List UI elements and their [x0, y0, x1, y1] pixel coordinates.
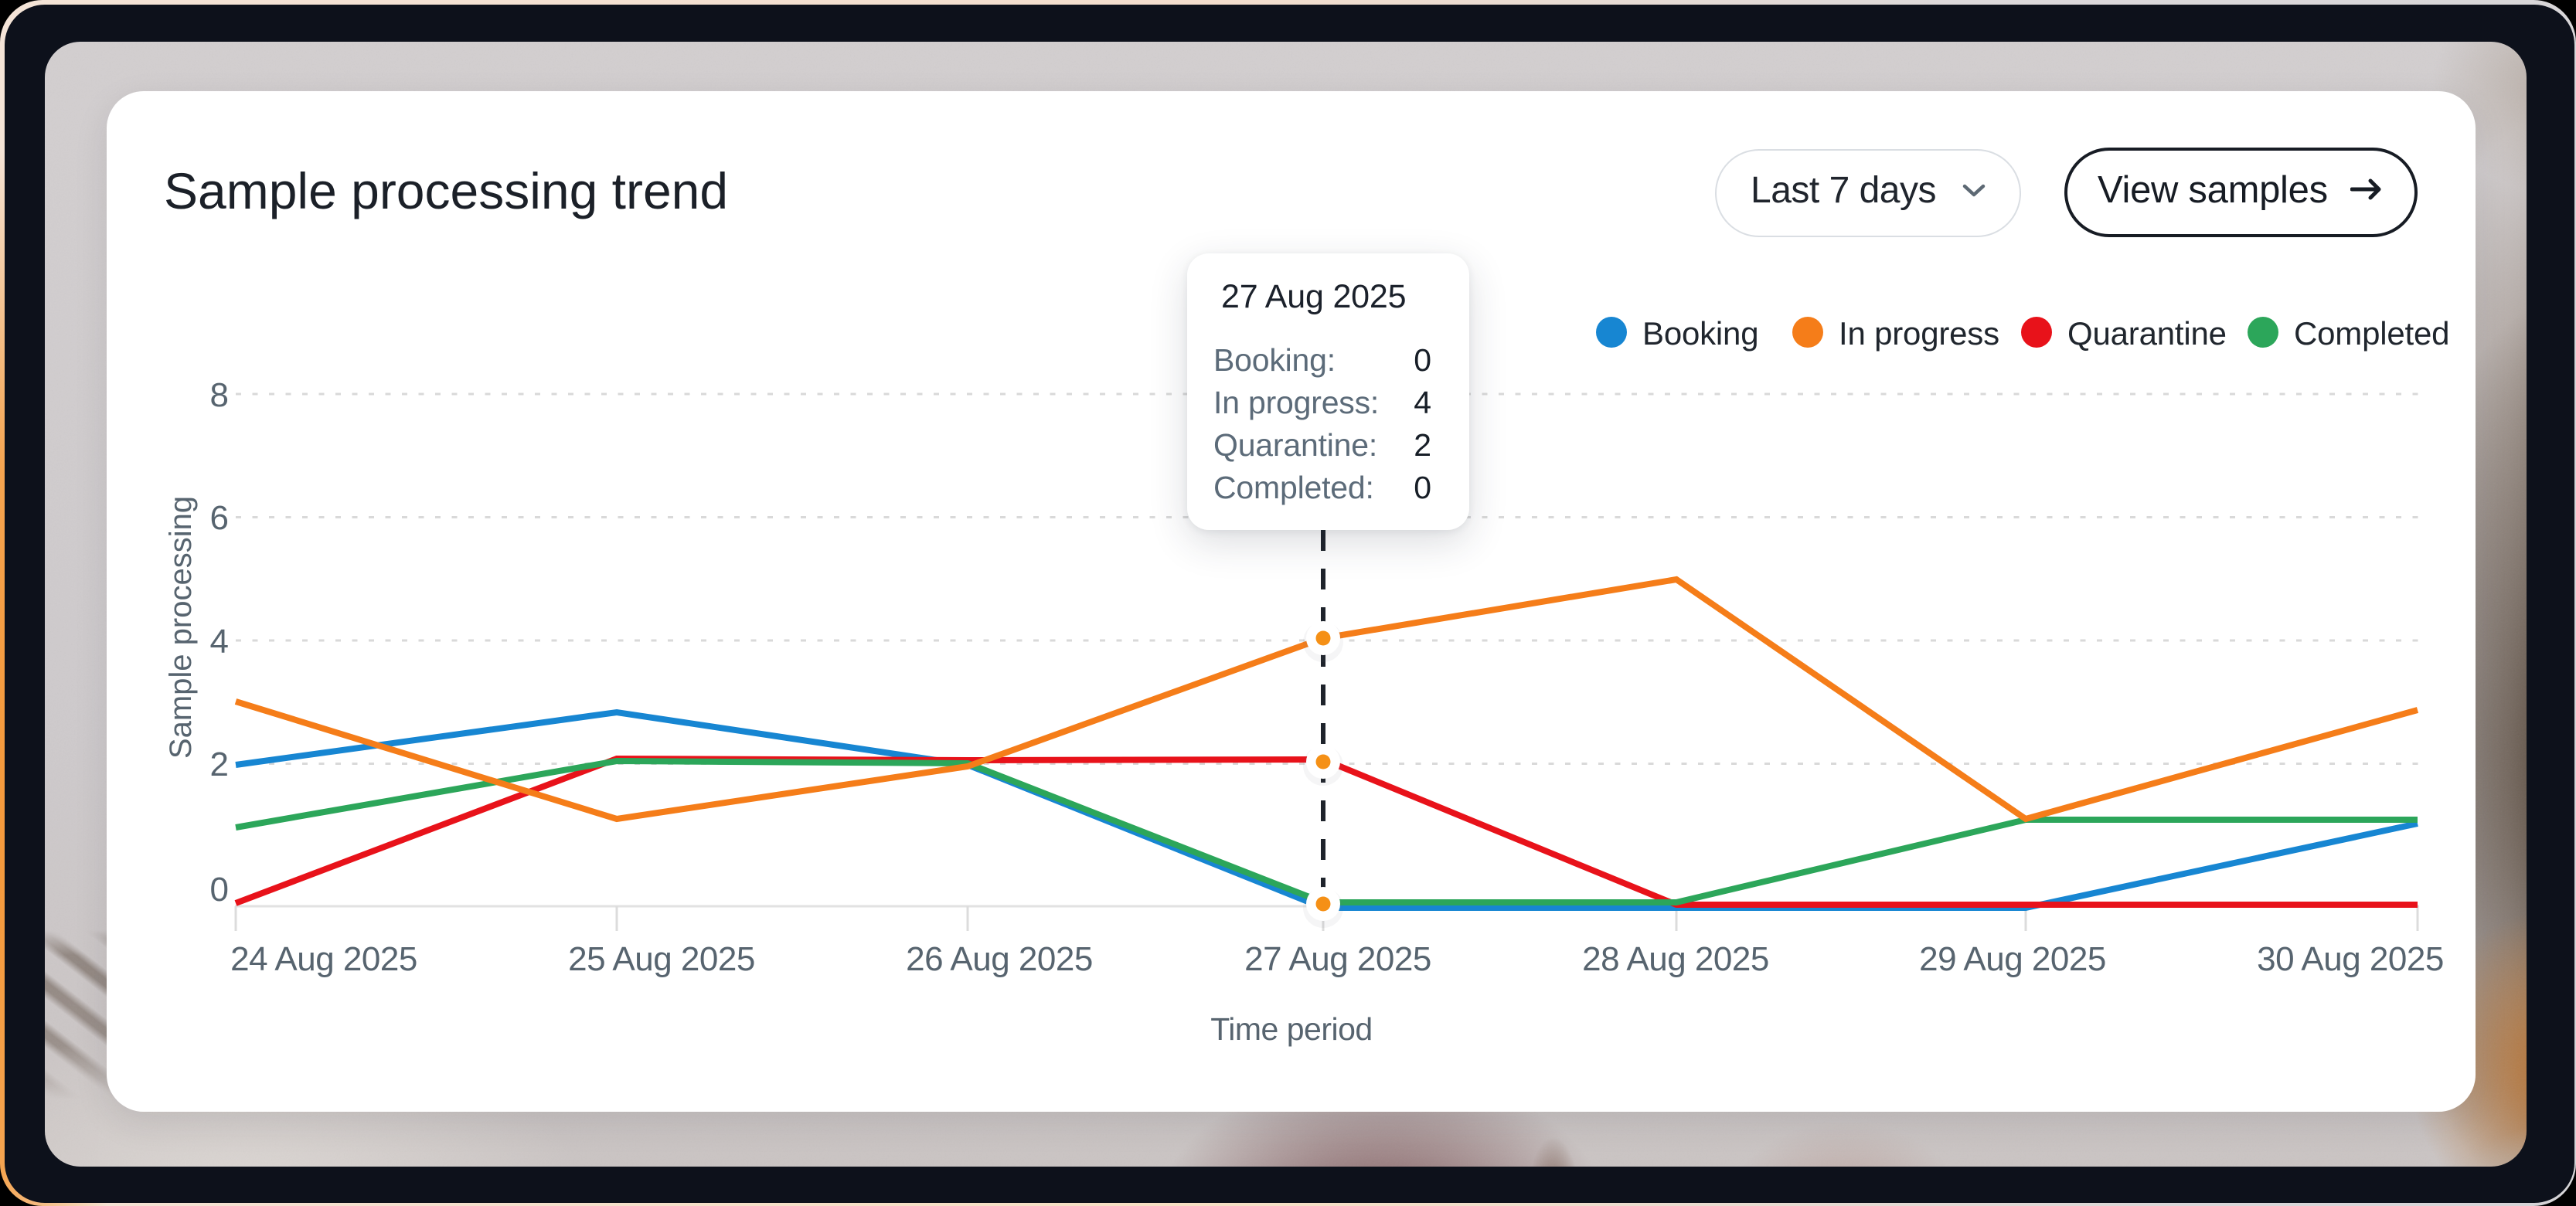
svg-text:Time period: Time period: [1210, 1011, 1372, 1047]
svg-text:24 Aug 2025: 24 Aug 2025: [230, 940, 417, 978]
svg-text:28 Aug 2025: 28 Aug 2025: [1582, 940, 1769, 978]
svg-text:0: 0: [210, 871, 229, 909]
svg-text:4: 4: [210, 623, 229, 661]
svg-text:Sample processing: Sample processing: [164, 496, 198, 759]
svg-text:2: 2: [210, 746, 229, 783]
svg-text:29 Aug 2025: 29 Aug 2025: [1919, 940, 2106, 978]
svg-text:25 Aug 2025: 25 Aug 2025: [568, 940, 755, 978]
svg-text:6: 6: [210, 499, 229, 537]
svg-text:8: 8: [210, 376, 229, 414]
svg-text:30 Aug 2025: 30 Aug 2025: [2257, 940, 2444, 978]
svg-text:26 Aug 2025: 26 Aug 2025: [906, 940, 1093, 978]
svg-text:27 Aug 2025: 27 Aug 2025: [1244, 940, 1431, 978]
